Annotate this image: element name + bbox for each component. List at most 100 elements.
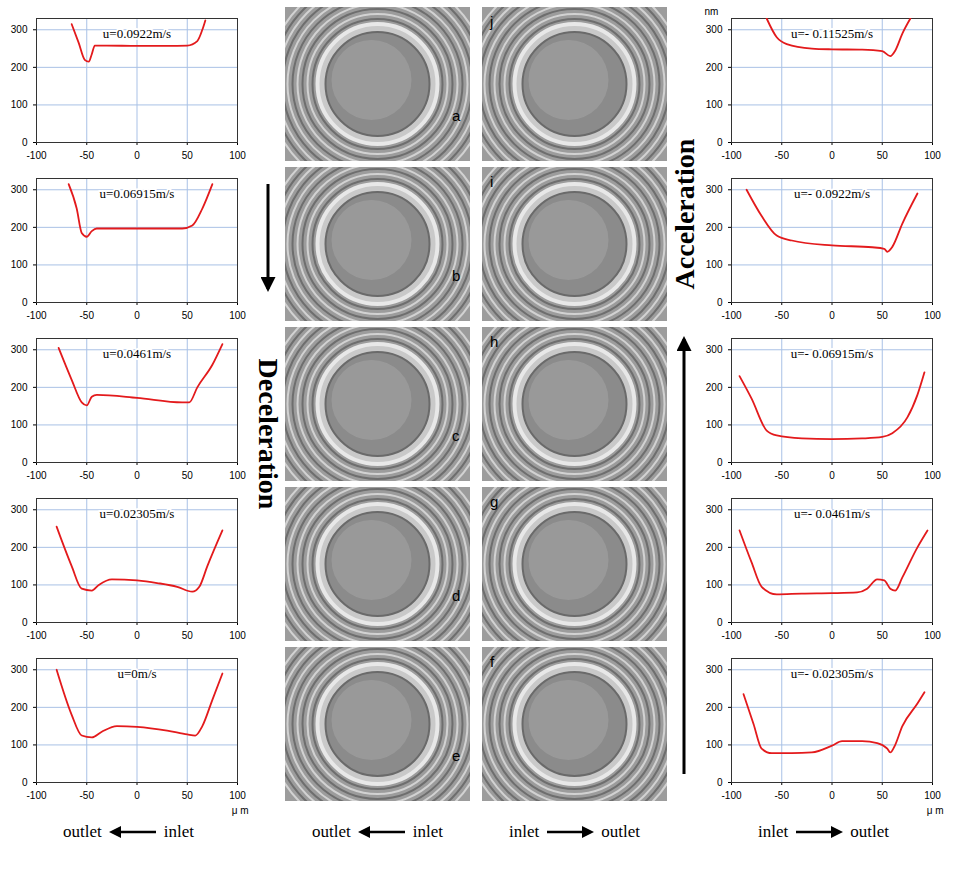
svg-text:100: 100 xyxy=(706,99,723,110)
svg-text:nm: nm xyxy=(705,6,719,17)
svg-text:100: 100 xyxy=(924,630,941,641)
svg-text:100: 100 xyxy=(229,470,246,481)
svg-text:50: 50 xyxy=(182,150,194,161)
svg-text:50: 50 xyxy=(182,470,194,481)
svg-text:200: 200 xyxy=(706,62,723,73)
svg-text:j: j xyxy=(489,13,493,30)
svg-text:u=0.06915m/s: u=0.06915m/s xyxy=(100,186,175,201)
svg-text:50: 50 xyxy=(877,790,889,801)
svg-text:100: 100 xyxy=(11,739,28,750)
svg-text:0: 0 xyxy=(134,790,140,801)
svg-text:0: 0 xyxy=(22,457,28,468)
svg-text:200: 200 xyxy=(11,542,28,553)
svg-text:u=0.0922m/s: u=0.0922m/s xyxy=(103,26,171,41)
svg-text:50: 50 xyxy=(877,470,889,481)
svg-text:100: 100 xyxy=(924,310,941,321)
svg-text:100: 100 xyxy=(706,419,723,430)
svg-text:-100: -100 xyxy=(26,150,46,161)
svg-text:0: 0 xyxy=(134,150,140,161)
svg-text:g: g xyxy=(490,493,498,510)
svg-text:0: 0 xyxy=(22,297,28,308)
svg-text:-50: -50 xyxy=(775,310,790,321)
svg-text:300: 300 xyxy=(706,184,723,195)
svg-text:0: 0 xyxy=(829,310,835,321)
svg-text:-50: -50 xyxy=(80,150,95,161)
svg-text:200: 200 xyxy=(11,62,28,73)
svg-text:100: 100 xyxy=(706,259,723,270)
svg-text:100: 100 xyxy=(924,470,941,481)
svg-text:Acceleration: Acceleration xyxy=(669,138,700,289)
svg-text:-100: -100 xyxy=(721,150,741,161)
svg-text:u=- 0.06915m/s: u=- 0.06915m/s xyxy=(791,346,873,361)
svg-text:u=- 0.02305m/s: u=- 0.02305m/s xyxy=(791,666,873,681)
svg-text:μ m: μ m xyxy=(232,805,249,816)
svg-text:300: 300 xyxy=(706,664,723,675)
svg-text:u=0m/s: u=0m/s xyxy=(117,666,156,681)
svg-text:-50: -50 xyxy=(80,630,95,641)
svg-text:u=0.0461m/s: u=0.0461m/s xyxy=(103,346,171,361)
svg-text:-50: -50 xyxy=(80,790,95,801)
svg-text:-50: -50 xyxy=(775,150,790,161)
svg-text:-50: -50 xyxy=(775,470,790,481)
svg-text:300: 300 xyxy=(11,504,28,515)
svg-text:50: 50 xyxy=(877,630,889,641)
svg-text:-50: -50 xyxy=(80,310,95,321)
svg-text:-100: -100 xyxy=(26,630,46,641)
svg-text:b: b xyxy=(452,267,460,284)
svg-text:100: 100 xyxy=(229,630,246,641)
svg-text:-100: -100 xyxy=(721,470,741,481)
svg-text:0: 0 xyxy=(829,150,835,161)
svg-text:u=- 0.0922m/s: u=- 0.0922m/s xyxy=(794,186,870,201)
svg-text:100: 100 xyxy=(924,790,941,801)
svg-text:0: 0 xyxy=(22,137,28,148)
svg-text:200: 200 xyxy=(706,702,723,713)
svg-text:i: i xyxy=(490,173,493,190)
svg-text:50: 50 xyxy=(877,150,889,161)
svg-text:50: 50 xyxy=(182,630,194,641)
svg-text:-100: -100 xyxy=(721,790,741,801)
svg-text:Deceleration: Deceleration xyxy=(253,359,284,510)
svg-text:μ m: μ m xyxy=(927,805,944,816)
svg-text:0: 0 xyxy=(717,457,723,468)
svg-text:200: 200 xyxy=(706,222,723,233)
svg-text:200: 200 xyxy=(11,382,28,393)
svg-text:300: 300 xyxy=(11,344,28,355)
svg-text:100: 100 xyxy=(11,259,28,270)
svg-text:300: 300 xyxy=(11,24,28,35)
svg-text:300: 300 xyxy=(706,504,723,515)
svg-text:0: 0 xyxy=(134,470,140,481)
svg-text:300: 300 xyxy=(11,664,28,675)
svg-text:u=- 0.11525m/s: u=- 0.11525m/s xyxy=(791,26,873,41)
svg-text:100: 100 xyxy=(11,419,28,430)
svg-text:100: 100 xyxy=(706,579,723,590)
svg-text:300: 300 xyxy=(11,184,28,195)
svg-text:c: c xyxy=(452,427,460,444)
svg-text:0: 0 xyxy=(829,630,835,641)
svg-text:200: 200 xyxy=(11,222,28,233)
svg-text:100: 100 xyxy=(229,790,246,801)
svg-text:200: 200 xyxy=(11,702,28,713)
svg-text:100: 100 xyxy=(11,99,28,110)
svg-text:0: 0 xyxy=(829,790,835,801)
svg-text:0: 0 xyxy=(717,777,723,788)
svg-text:0: 0 xyxy=(134,310,140,321)
svg-text:100: 100 xyxy=(924,150,941,161)
svg-text:a: a xyxy=(452,107,461,124)
svg-text:u=- 0.0461m/s: u=- 0.0461m/s xyxy=(794,506,870,521)
svg-text:-100: -100 xyxy=(26,470,46,481)
svg-text:e: e xyxy=(452,747,460,764)
svg-text:300: 300 xyxy=(706,344,723,355)
svg-text:0: 0 xyxy=(134,630,140,641)
svg-text:200: 200 xyxy=(706,542,723,553)
svg-text:0: 0 xyxy=(717,297,723,308)
svg-text:u=0.02305m/s: u=0.02305m/s xyxy=(100,506,175,521)
svg-text:h: h xyxy=(490,333,498,350)
svg-text:300: 300 xyxy=(706,24,723,35)
svg-text:d: d xyxy=(452,587,460,604)
svg-text:-100: -100 xyxy=(26,310,46,321)
svg-text:0: 0 xyxy=(22,617,28,628)
svg-text:-50: -50 xyxy=(775,790,790,801)
svg-text:0: 0 xyxy=(22,777,28,788)
svg-text:-50: -50 xyxy=(775,630,790,641)
svg-text:100: 100 xyxy=(11,579,28,590)
